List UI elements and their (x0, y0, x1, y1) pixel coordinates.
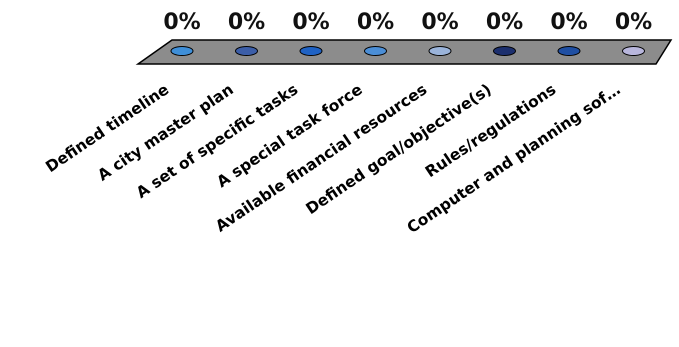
bar (428, 46, 452, 56)
value-label: 0% (357, 10, 394, 35)
bar-top (364, 46, 387, 56)
bar-top (299, 46, 323, 56)
bar-top (493, 46, 516, 56)
bar-top (170, 46, 194, 56)
bar-top (428, 46, 452, 56)
bar (170, 46, 194, 56)
bar (235, 46, 258, 56)
value-label: 0% (486, 10, 523, 35)
bar (493, 46, 516, 56)
bar-top (235, 46, 258, 56)
bar (622, 46, 645, 56)
bar (299, 46, 323, 56)
value-label: 0% (228, 10, 265, 35)
chart-bars-layer (170, 46, 645, 56)
value-labels-layer: 0% 0% 0% 0% 0% 0% 0% 0% (163, 10, 652, 35)
chart-floor-layer (135, 39, 673, 65)
value-label: 0% (163, 10, 200, 35)
value-label: 0% (615, 10, 652, 35)
bar-top (622, 46, 645, 56)
bar (557, 46, 581, 56)
value-label: 0% (292, 10, 329, 35)
chart-floor (135, 39, 673, 65)
value-label: 0% (550, 10, 587, 35)
bar (364, 46, 387, 56)
bar-top (557, 46, 581, 56)
value-label: 0% (421, 10, 458, 35)
